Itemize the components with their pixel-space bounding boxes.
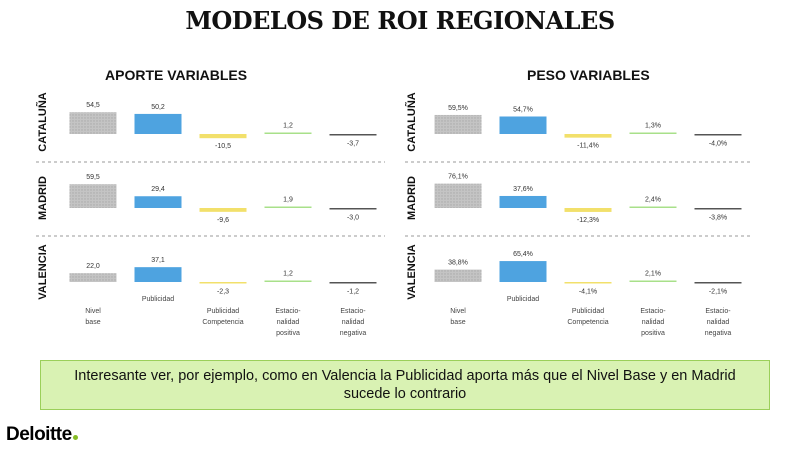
bar-publicidad-competencia — [199, 282, 247, 284]
category-label: Estacio- — [640, 308, 666, 315]
bar-estacionalidad-positiva — [264, 280, 312, 282]
bar-publicidad — [134, 113, 182, 134]
panel-title-peso: PESO VARIABLES — [527, 67, 650, 83]
data-label: 54,5 — [86, 102, 100, 109]
data-label: 1,3% — [645, 123, 661, 130]
data-label: 59,5% — [448, 105, 468, 112]
category-label: nalidad — [707, 319, 730, 326]
category-label: positiva — [276, 330, 300, 337]
category-label: Estacio- — [705, 308, 731, 315]
bar-nivel-base — [69, 273, 117, 282]
category-label: base — [450, 319, 465, 326]
category-label: Publicidad — [207, 308, 239, 315]
bar-publicidad — [499, 195, 547, 208]
category-label: nalidad — [642, 319, 665, 326]
bar-publicidad-competencia — [199, 134, 247, 139]
data-label: -3,8% — [709, 215, 727, 222]
data-label: 38,8% — [448, 260, 468, 267]
bar-estacionalidad-positiva — [629, 132, 677, 134]
bar-publicidad — [134, 196, 182, 208]
category-label: Nivel — [450, 308, 466, 315]
region-label-valencia: VALENCIA — [37, 244, 49, 299]
data-label: 29,4 — [151, 186, 165, 193]
bar-publicidad-competencia — [199, 208, 247, 212]
data-label: 1,9 — [283, 197, 293, 204]
bar-estacionalidad-positiva — [264, 132, 312, 134]
bar-publicidad-competencia — [564, 282, 612, 284]
category-label: negativa — [340, 330, 367, 337]
category-label: Publicidad — [142, 296, 174, 303]
bar-estacionalidad-negativa — [329, 282, 377, 284]
data-label: -11,4% — [577, 143, 599, 150]
category-label: negativa — [705, 330, 732, 337]
bar-nivel-base — [434, 114, 482, 134]
category-label: nalidad — [342, 319, 365, 326]
bar-estacionalidad-positiva — [264, 206, 312, 208]
region-label-madrid: MADRID — [37, 176, 49, 220]
bar-publicidad — [134, 267, 182, 282]
category-label: base — [85, 319, 100, 326]
region-label-cataluna: CATALUÑA — [405, 92, 418, 152]
category-label: positiva — [641, 330, 665, 337]
category-label: Publicidad — [507, 296, 539, 303]
bar-publicidad — [499, 116, 547, 134]
data-label: -2,1% — [709, 289, 727, 296]
region-label-cataluna: CATALUÑA — [36, 92, 49, 152]
bar-nivel-base — [69, 112, 117, 134]
data-label: 37,1 — [151, 257, 165, 264]
bar-nivel-base — [434, 183, 482, 208]
data-label: -10,5 — [215, 143, 231, 150]
data-label: -9,6 — [217, 217, 229, 224]
data-label: -3,0 — [347, 215, 359, 222]
page-title: MODELOS DE ROI REGIONALES — [185, 6, 615, 35]
insight-callout: Interesante ver, por ejemplo, como en Va… — [40, 360, 770, 410]
bar-publicidad-competencia — [564, 134, 612, 138]
category-label: Publicidad — [572, 308, 604, 315]
data-label: -12,3% — [577, 217, 599, 224]
panel-title-aporte: APORTE VARIABLES — [105, 67, 248, 83]
data-label: 37,6% — [513, 186, 533, 193]
data-label: -1,2 — [347, 289, 359, 296]
region-label-valencia: VALENCIA — [406, 244, 418, 299]
category-label: Estacio- — [275, 308, 301, 315]
bar-estacionalidad-negativa — [694, 134, 742, 136]
logo-green-dot — [72, 435, 78, 440]
bar-publicidad-competencia — [564, 208, 612, 212]
category-label: Competencia — [567, 319, 608, 326]
data-label: 59,5 — [86, 174, 100, 181]
data-label: -4,0% — [709, 141, 727, 148]
data-label: 1,2 — [283, 123, 293, 130]
data-label: 2,4% — [645, 197, 661, 204]
category-label: Estacio- — [340, 308, 366, 315]
data-label: 50,2 — [151, 104, 165, 111]
insight-text: Interesante ver, por ejemplo, como en Va… — [74, 368, 736, 402]
category-label: nalidad — [277, 319, 300, 326]
bar-estacionalidad-negativa — [694, 282, 742, 284]
data-label: 65,4% — [513, 251, 533, 258]
bar-publicidad — [499, 261, 547, 282]
region-label-madrid: MADRID — [406, 176, 418, 220]
data-label: -4,1% — [579, 289, 597, 296]
logo-text: Deloitte — [6, 424, 72, 445]
data-label: 76,1% — [448, 174, 468, 181]
bar-estacionalidad-negativa — [329, 208, 377, 210]
data-label: 22,0 — [86, 263, 100, 270]
deloitte-logo: Deloitte — [6, 424, 78, 446]
data-label: -2,3 — [217, 289, 229, 296]
data-label: 1,2 — [283, 271, 293, 278]
bar-nivel-base — [434, 269, 482, 282]
category-label: Nivel — [85, 308, 101, 315]
bar-estacionalidad-positiva — [629, 280, 677, 282]
bar-estacionalidad-negativa — [694, 208, 742, 210]
data-label: 2,1% — [645, 271, 661, 278]
data-label: -3,7 — [347, 141, 359, 148]
bar-estacionalidad-positiva — [629, 206, 677, 208]
bar-nivel-base — [69, 184, 117, 208]
category-label: Competencia — [202, 319, 243, 326]
bar-estacionalidad-negativa — [329, 134, 377, 136]
data-label: 54,7% — [513, 106, 533, 113]
